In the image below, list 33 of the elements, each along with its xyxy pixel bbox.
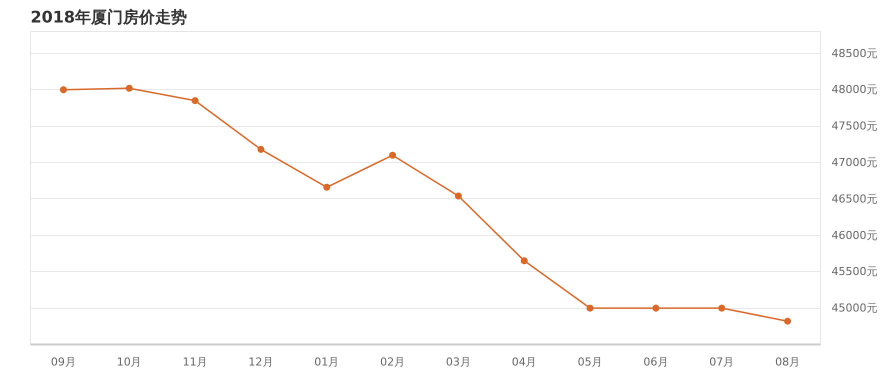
y-tick-label: 46500元: [832, 192, 878, 206]
chart-title: 2018年厦门房价走势: [30, 8, 188, 26]
point: [652, 304, 660, 312]
point: [126, 84, 133, 92]
y-tick-label: 47000元: [832, 156, 878, 170]
point: [323, 184, 330, 191]
point: [192, 97, 199, 104]
point: [257, 146, 264, 153]
point: [784, 318, 792, 325]
x-tick-label: 05月: [578, 356, 603, 368]
x-tick-label: 02月: [380, 356, 406, 368]
y-tick-label: 46000元: [832, 228, 878, 242]
x-tick-label: 10月: [116, 356, 142, 368]
x-tick-label: 01月: [314, 356, 340, 368]
y-tick-label: 45500元: [832, 265, 878, 278]
x-tick-label: 03月: [446, 356, 471, 368]
x-tick-label: 11月: [182, 356, 208, 368]
y-tick-label: 47500元: [832, 120, 878, 133]
x-tick-label: 12月: [248, 356, 274, 368]
point: [520, 257, 528, 264]
point: [60, 86, 67, 94]
x-tick-label: 09月: [50, 356, 76, 368]
point: [389, 152, 396, 159]
y-tick-label: 45000元: [832, 302, 878, 315]
y-tick-label: 48000元: [832, 83, 878, 96]
x-tick-label: 06月: [643, 356, 668, 368]
point: [718, 304, 726, 312]
x-tick-label: 08月: [775, 356, 800, 368]
x-tick-label: 07月: [709, 356, 734, 368]
point: [586, 304, 594, 312]
y-tick-label: 48500元: [832, 46, 878, 60]
x-tick-label: 04月: [512, 356, 537, 368]
point: [454, 192, 462, 200]
